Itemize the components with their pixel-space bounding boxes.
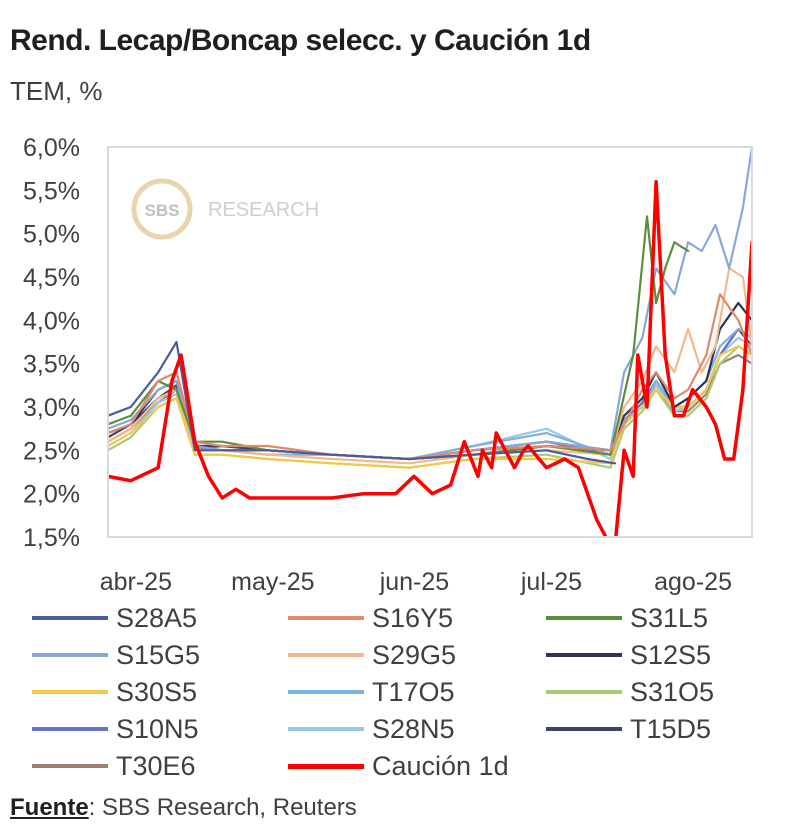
x-tick-label: jul-25 — [520, 568, 582, 596]
legend-swatch — [288, 690, 364, 694]
watermark: SBS RESEARCH — [131, 178, 319, 240]
y-tick-label: 2,5% — [23, 437, 80, 465]
legend-swatch — [546, 690, 622, 694]
legend-swatch — [546, 616, 622, 620]
legend-item: S28A5 — [32, 600, 197, 636]
series-line-s31l5 — [108, 215, 690, 461]
y-tick-label: 4,0% — [23, 307, 80, 335]
legend-item: S29G5 — [288, 637, 456, 673]
series-layer — [108, 147, 752, 537]
plot-area-border — [107, 146, 753, 538]
legend-item: T17O5 — [288, 674, 455, 710]
x-tick-label: jun-25 — [379, 568, 450, 596]
legend-item: S31L5 — [546, 600, 708, 636]
legend-item: T15D5 — [546, 711, 711, 747]
y-tick-label: 1,5% — [23, 524, 80, 552]
chart-subtitle: TEM, % — [10, 76, 103, 106]
source-note: Fuente: SBS Research, Reuters — [10, 794, 357, 822]
legend-swatch — [546, 727, 622, 731]
legend-item: T30E6 — [32, 748, 196, 784]
legend-swatch — [32, 727, 108, 731]
y-tick-label: 3,5% — [23, 351, 80, 379]
series-line-s29g5 — [108, 267, 752, 465]
line-chart: SBS RESEARCH 1,5% 2,0% 2,5% 3,0% 3,5% 4,0% 4,5… — [23, 134, 753, 596]
legend-swatch — [32, 653, 108, 657]
legend-item: S28N5 — [288, 711, 455, 747]
legend-label: T30E6 — [116, 750, 196, 781]
series-line-s30s5 — [108, 345, 752, 469]
series-line-s28a5 — [108, 340, 617, 465]
legend-label: S28A5 — [116, 602, 198, 633]
legend-label: T17O5 — [372, 676, 455, 707]
x-tick-label: abr-25 — [100, 568, 172, 596]
legend-label: S31L5 — [630, 602, 709, 633]
chart-title: Rend. Lecap/Boncap selecc. y Caución 1d — [10, 24, 591, 57]
legend-item: S30S5 — [32, 674, 197, 710]
legend-label: S12S5 — [630, 639, 712, 670]
legend-label: S15G5 — [116, 639, 201, 670]
legend-item: S12S5 — [546, 637, 711, 673]
legend-item: S15G5 — [32, 637, 200, 673]
legend-item: S10N5 — [32, 711, 199, 747]
x-tick-label: may-25 — [231, 568, 314, 596]
x-tick-label: ago-25 — [654, 568, 732, 596]
legend-label: S30S5 — [116, 676, 198, 707]
y-axis-ticks: 1,5% 2,0% 2,5% 3,0% 3,5% 4,0% 4,5% 5,0% 5,5% 6,0% — [23, 134, 80, 552]
legend-swatch — [288, 653, 364, 657]
legend-swatch — [288, 763, 364, 769]
y-tick-label: 6,0% — [23, 134, 80, 162]
series-line-cauci-n-1d — [108, 179, 752, 537]
source-text: : SBS Research, Reuters — [88, 794, 357, 821]
source-key: Fuente — [10, 794, 89, 821]
legend-swatch — [32, 764, 108, 768]
legend-label: S29G5 — [372, 639, 457, 670]
legend-item: Caución 1d — [288, 748, 509, 784]
legend-swatch — [288, 727, 364, 731]
watermark-logo-text: SBS — [145, 201, 180, 220]
y-tick-label: 3,0% — [23, 394, 80, 422]
series-line-s16y5 — [108, 293, 752, 461]
legend-label: S31O5 — [630, 676, 715, 707]
legend-item: S31O5 — [546, 674, 714, 710]
legend-item: S16Y5 — [288, 600, 453, 636]
legend-label: S10N5 — [116, 713, 199, 744]
legend-label: Caución 1d — [372, 750, 509, 781]
legend-swatch — [546, 653, 622, 657]
y-tick-label: 2,0% — [23, 481, 80, 509]
y-tick-label: 4,5% — [23, 264, 80, 292]
legend-swatch — [288, 616, 364, 620]
legend-label: S16Y5 — [372, 602, 454, 633]
legend-label: T15D5 — [630, 713, 712, 744]
y-tick-label: 5,5% — [23, 177, 80, 205]
y-tick-label: 5,0% — [23, 221, 80, 249]
legend-swatch — [32, 690, 108, 694]
watermark-logo-ring — [131, 178, 193, 240]
x-axis-ticks: abr-25 may-25 jun-25 jul-25 ago-25 — [100, 568, 732, 596]
legend: S28A5 S16Y5 S31L5 S15G5 S29G5 S12S5 S30S5 T17O5… — [0, 600, 800, 790]
legend-swatch — [32, 616, 108, 620]
legend-label: S28N5 — [372, 713, 455, 744]
watermark-text: RESEARCH — [208, 199, 319, 221]
